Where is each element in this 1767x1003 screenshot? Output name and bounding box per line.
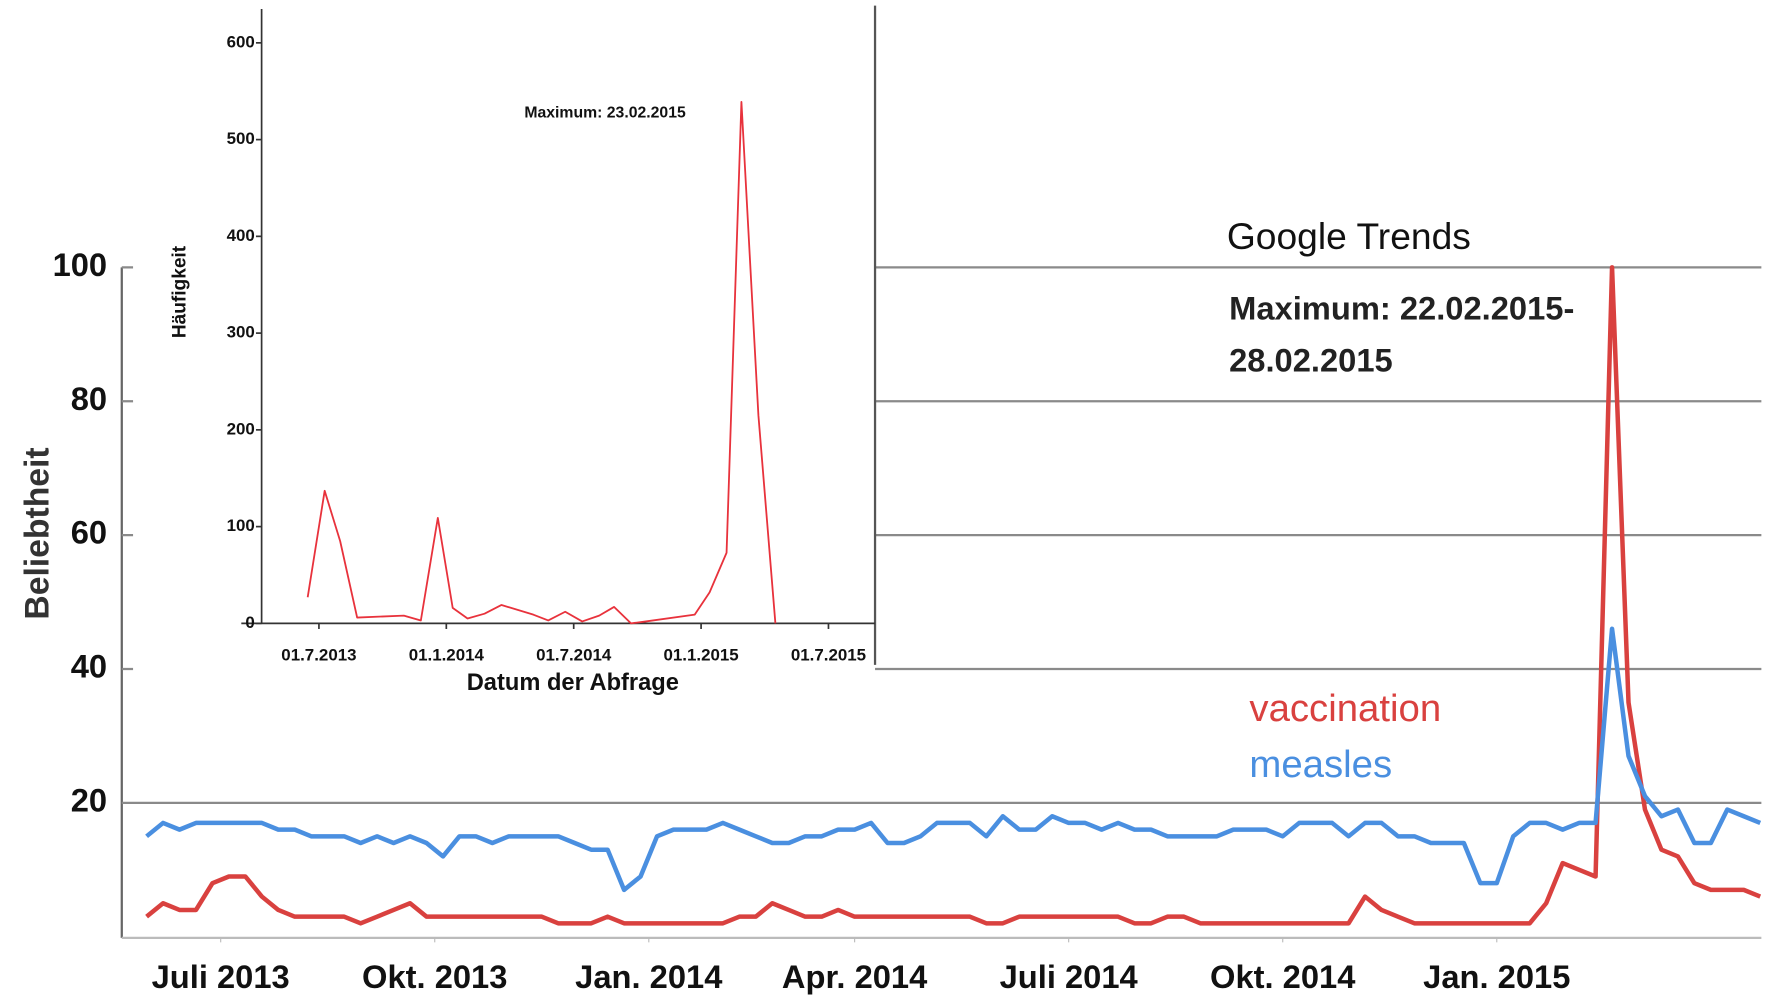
inset-chart: Häufigkeit Datum der Abfrage Maximum: 23… (133, 0, 877, 710)
y-tick-label: 400 (227, 226, 255, 245)
y-tick-label: 100 (53, 246, 108, 283)
y-tick-label: 200 (227, 419, 255, 438)
x-tick-label: Juli 2014 (1000, 958, 1138, 995)
y-tick-label: 60 (71, 514, 107, 551)
x-tick-label: 01.1.2015 (663, 645, 738, 664)
series-line (145, 626, 1762, 893)
y-tick-label: 20 (71, 782, 107, 819)
x-tick-label: 01.1.2014 (409, 645, 485, 664)
x-tick-label: Okt. 2013 (362, 958, 507, 995)
annotation: Google Trends (1227, 215, 1471, 257)
x-tick-label: Juli 2013 (152, 958, 290, 995)
inset-background (133, 0, 876, 710)
legend-entry: vaccination (1249, 687, 1441, 730)
legend-entry: measles (1249, 743, 1392, 786)
annotation: Maximum: 22.02.2015- (1229, 290, 1574, 327)
y-axis-label: Beliebtheit (18, 447, 56, 619)
inset-x-axis-label: Datum der Abfrage (467, 670, 679, 696)
inset-annotation: Maximum: 23.02.2015 (524, 105, 686, 122)
series-line (306, 100, 777, 625)
y-tick-label: 100 (227, 516, 255, 535)
x-tick-label: 01.7.2013 (281, 645, 356, 664)
x-tick-label: 01.7.2015 (791, 645, 866, 664)
x-tick-label: Okt. 2014 (1210, 958, 1355, 995)
y-tick-label: 500 (227, 129, 255, 148)
x-tick-label: Jan. 2014 (575, 958, 722, 995)
y-tick-label: 40 (71, 648, 107, 685)
y-tick-label: 0 (245, 613, 254, 632)
y-tick-label: 80 (71, 380, 107, 417)
y-tick-label: 600 (227, 32, 255, 51)
inset-y-axis-label: Häufigkeit (169, 245, 190, 338)
series-line (145, 265, 1762, 926)
y-tick-label: 300 (227, 323, 255, 342)
annotation: 28.02.2015 (1229, 341, 1393, 378)
main-chart: Beliebtheit Google Trends Maximum: 22.02… (18, 215, 1762, 995)
x-tick-label: Jan. 2015 (1423, 958, 1570, 995)
x-tick-label: 01.7.2014 (536, 645, 612, 664)
x-tick-label: Apr. 2014 (782, 958, 927, 995)
